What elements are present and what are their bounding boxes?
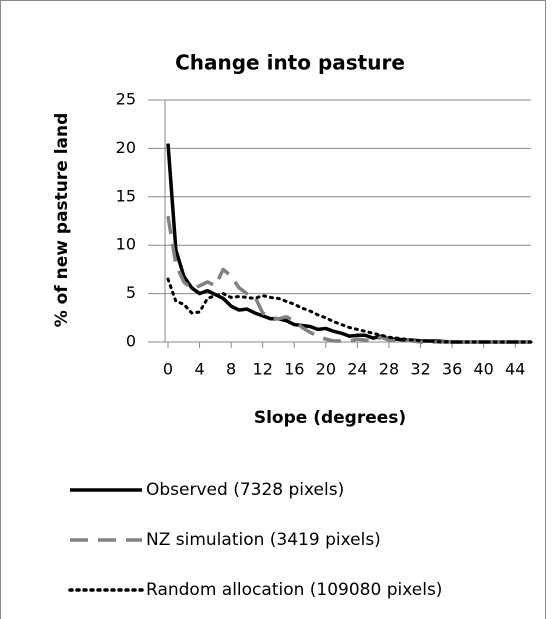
series-line (166, 277, 533, 344)
legend-label: Random allocation (109080 pixels) (146, 580, 442, 600)
y-tick-label: 0 (126, 332, 136, 351)
legend-label: Observed (7328 pixels) (146, 480, 344, 500)
x-tick-label: 36 (442, 360, 462, 379)
y-tick-label: 20 (116, 138, 136, 157)
x-tick-label: 24 (347, 360, 367, 379)
series-line (166, 215, 531, 344)
x-tick-label: 8 (226, 360, 236, 379)
x-tick-label: 20 (316, 360, 336, 379)
y-tick-label: 25 (116, 90, 136, 109)
y-tick-label: 10 (116, 235, 136, 254)
x-tick-label: 4 (194, 360, 204, 379)
chart-title: Change into pasture (175, 51, 405, 75)
y-tick-label: 15 (116, 186, 136, 205)
y-tick-label: 5 (126, 283, 136, 302)
chart-border (0, 0, 546, 619)
legend-label: NZ simulation (3419 pixels) (146, 530, 381, 550)
x-tick-label: 44 (505, 360, 525, 379)
series-line (166, 143, 531, 344)
x-tick-label: 40 (473, 360, 493, 379)
x-tick-label: 32 (410, 360, 430, 379)
y-axis-label: % of new pasture land (52, 113, 72, 328)
x-tick-label: 12 (253, 360, 273, 379)
x-tick-label: 28 (379, 360, 399, 379)
x-axis-label: Slope (degrees) (254, 408, 406, 428)
x-tick-label: 16 (284, 360, 304, 379)
x-tick-label: 0 (163, 360, 173, 379)
